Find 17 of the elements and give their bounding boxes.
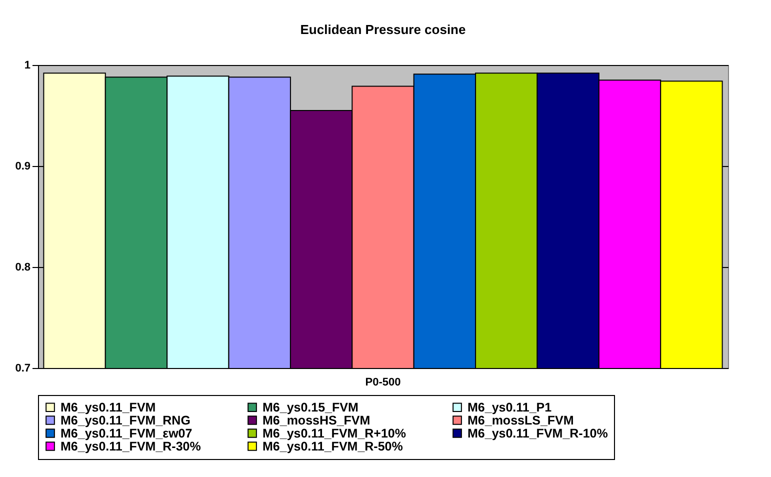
legend-label: M6_ys0.11_FVM_RNG bbox=[60, 413, 190, 428]
legend-label: M6_ys0.11_P1 bbox=[468, 400, 552, 414]
y-tick-label: 1 bbox=[24, 60, 30, 72]
chart-title: Euclidean Pressure cosine bbox=[300, 22, 466, 37]
legend-label: M6_ys0.11_FVM_R-50% bbox=[262, 439, 403, 454]
legend-label: M6_ys0.11_FVM bbox=[60, 400, 156, 414]
legend-label: M6_mossLS_FVM bbox=[468, 413, 574, 428]
legend-label: M6_mossHS_FVM bbox=[262, 413, 370, 428]
legend-label: M6_ys0.11_FVM_R-10% bbox=[468, 426, 608, 440]
y-tick-label: 0.7 bbox=[15, 362, 30, 374]
legend-label: M6_ys0.11_FVM_R-30% bbox=[60, 439, 201, 454]
legend-label: M6_ys0.15_FVM bbox=[262, 400, 358, 414]
legend-label: M6_ys0.11_FVM_R+10% bbox=[262, 426, 406, 440]
x-tick-label: P0-500 bbox=[365, 376, 401, 388]
legend-label: M6_ys0.11_FVM_εw07 bbox=[60, 426, 192, 440]
y-tick-label: 0.9 bbox=[15, 160, 30, 172]
y-tick-label: 0.8 bbox=[15, 262, 30, 274]
